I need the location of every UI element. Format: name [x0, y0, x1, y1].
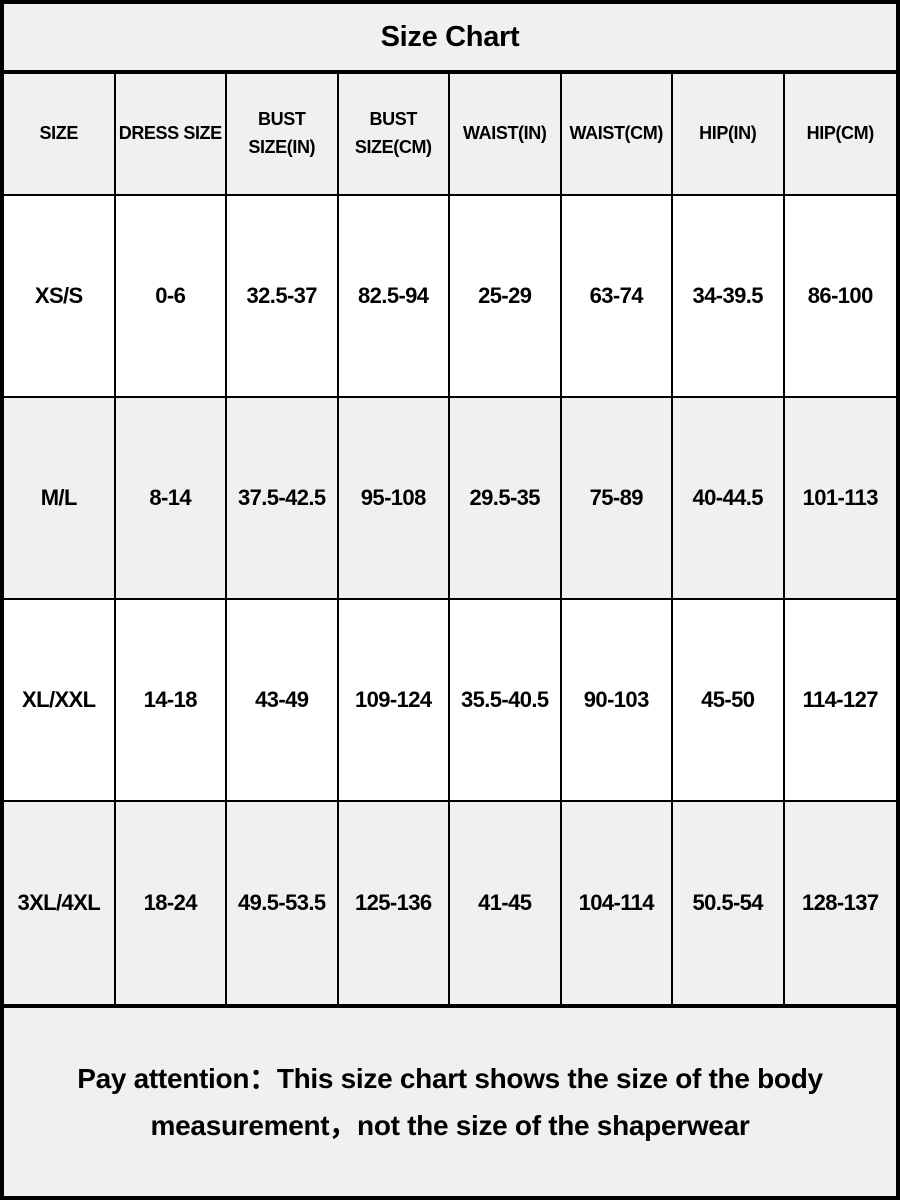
attention-note: Pay attention：This size chart shows the …	[77, 1062, 823, 1141]
table-cell: 34-39.5	[673, 196, 785, 398]
attention-note-box: Pay attention：This size chart shows the …	[4, 1008, 896, 1196]
table-cell: 41-45	[450, 802, 562, 1004]
table-cell: 35.5-40.5	[450, 600, 562, 802]
size-label-cell: M/L	[4, 398, 116, 600]
table-cell: 25-29	[450, 196, 562, 398]
table-cell: 128-137	[784, 802, 896, 1004]
chart-title-bar: Size Chart	[4, 4, 896, 74]
table-cell: 86-100	[784, 196, 896, 398]
table-cell: 63-74	[561, 196, 673, 398]
table-cell: 43-49	[227, 600, 339, 802]
header-cell-waist-in: WAIST(IN)	[450, 74, 562, 196]
table-cell: 109-124	[338, 600, 450, 802]
table-cell: 0-6	[115, 196, 227, 398]
table-cell: 95-108	[338, 398, 450, 600]
table-cell: 82.5-94	[338, 196, 450, 398]
size-table: SIZE DRESS SIZE BUST SIZE(IN) BUST SIZE(…	[4, 74, 896, 1008]
size-label-cell: 3XL/4XL	[4, 802, 116, 1004]
header-cell-size: SIZE	[4, 74, 116, 196]
table-cell: 40-44.5	[673, 398, 785, 600]
table-cell: 50.5-54	[673, 802, 785, 1004]
table-cell: 104-114	[561, 802, 673, 1004]
header-cell-bust-cm: BUST SIZE(CM)	[338, 74, 450, 196]
table-cell: 101-113	[784, 398, 896, 600]
table-cell: 45-50	[673, 600, 785, 802]
size-label-cell: XL/XXL	[4, 600, 116, 802]
table-cell: 32.5-37	[227, 196, 339, 398]
header-cell-dress-size: DRESS SIZE	[115, 74, 227, 196]
table-cell: 29.5-35	[450, 398, 562, 600]
table-cell: 49.5-53.5	[227, 802, 339, 1004]
table-cell: 114-127	[784, 600, 896, 802]
table-cell: 8-14	[115, 398, 227, 600]
header-cell-hip-cm: HIP(CM)	[784, 74, 896, 196]
size-label-cell: XS/S	[4, 196, 116, 398]
header-cell-bust-in: BUST SIZE(IN)	[227, 74, 339, 196]
table-cell: 90-103	[561, 600, 673, 802]
table-cell: 125-136	[338, 802, 450, 1004]
header-cell-waist-cm: WAIST(CM)	[561, 74, 673, 196]
chart-title: Size Chart	[380, 20, 520, 53]
table-cell: 75-89	[561, 398, 673, 600]
table-cell: 14-18	[115, 600, 227, 802]
table-cell: 18-24	[115, 802, 227, 1004]
header-cell-hip-in: HIP(IN)	[673, 74, 785, 196]
table-cell: 37.5-42.5	[227, 398, 339, 600]
